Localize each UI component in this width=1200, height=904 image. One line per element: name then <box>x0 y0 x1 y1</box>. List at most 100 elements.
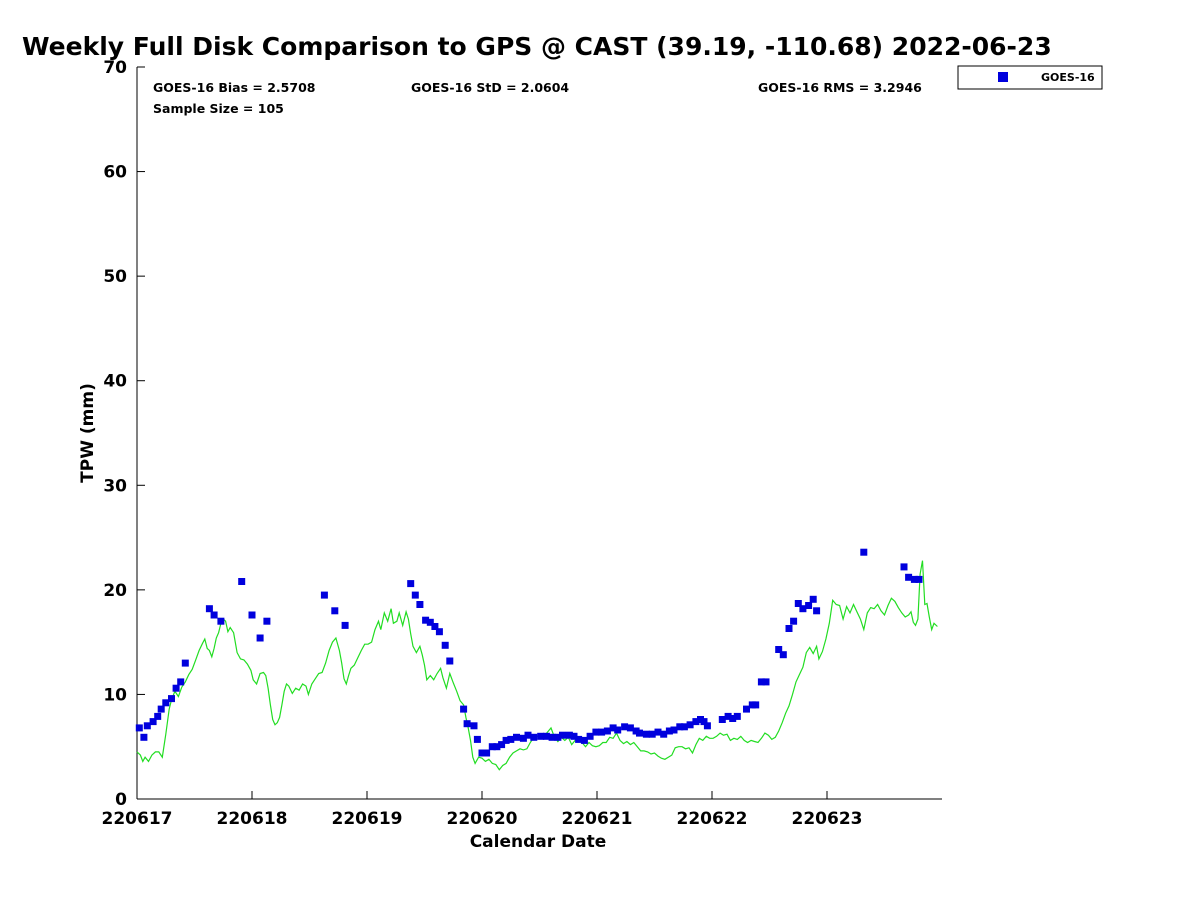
goes16-point <box>143 722 151 730</box>
goes16-point <box>135 724 143 732</box>
goes16-point <box>900 563 908 571</box>
goes16-point <box>256 634 264 642</box>
goes16-point <box>775 646 783 653</box>
goes16-point <box>537 732 545 740</box>
goes16-point <box>554 733 562 741</box>
goes16-point <box>548 733 556 741</box>
goes16-point <box>157 705 165 713</box>
goes16-point <box>642 730 650 738</box>
x-axis-ticks: 220617 220618 220619 220620 220621 220622 2206… <box>102 791 863 829</box>
goes16-point <box>483 749 491 757</box>
plot-area <box>135 67 942 800</box>
goes16-point <box>238 578 246 585</box>
goes16-point <box>248 611 256 619</box>
x-tick-label: 220620 <box>447 809 518 829</box>
goes16-point <box>670 726 678 734</box>
goes16-point <box>910 575 918 583</box>
goes16-point <box>205 605 213 613</box>
goes16-point <box>676 723 684 731</box>
y-tick-label: 0 <box>115 790 127 810</box>
goes16-point <box>470 722 478 730</box>
goes16-point <box>441 641 449 649</box>
goes16-point <box>660 730 668 738</box>
goes16-point <box>478 749 486 757</box>
goes16-point <box>799 605 807 613</box>
goes16-point <box>140 733 148 741</box>
goes16-point <box>341 621 349 629</box>
gps-series-layer <box>136 560 938 771</box>
goes16-point <box>177 678 185 686</box>
x-tick-label: 220622 <box>677 809 748 829</box>
goes16-point <box>460 705 468 713</box>
goes16-point <box>586 732 594 740</box>
gps-series-line <box>136 560 938 771</box>
y-tick-label: 50 <box>103 267 127 287</box>
goes16-point <box>809 595 817 603</box>
goes16-point <box>794 600 802 607</box>
x-tick-label: 220619 <box>332 809 403 829</box>
goes16-point <box>614 726 622 734</box>
goes16-point <box>580 736 588 744</box>
legend-box <box>957 65 1103 90</box>
goes16-point <box>530 733 538 741</box>
goes16-point <box>524 731 532 739</box>
goes16-point <box>331 607 339 615</box>
goes16-point <box>407 580 415 588</box>
goes16-point <box>626 724 634 732</box>
goes16-point <box>729 715 737 722</box>
goes16-point <box>416 601 424 608</box>
goes16-point <box>905 573 913 581</box>
goes16-point <box>805 602 813 609</box>
y-tick-label: 10 <box>103 685 127 705</box>
goes16-point <box>263 617 271 625</box>
goes16-point <box>320 591 328 599</box>
goes16-series-layer <box>135 548 923 757</box>
bias-stat: GOES-16 Bias = 2.5708 <box>153 80 315 95</box>
goes16-point <box>692 718 700 726</box>
goes16-point <box>700 718 708 726</box>
goes16-point <box>621 723 629 731</box>
stats-annotations: GOES-16 Bias = 2.5708 GOES-16 StD = 2.06… <box>153 80 922 116</box>
goes16-point <box>463 720 471 728</box>
x-tick-label: 220623 <box>792 809 863 829</box>
y-tick-label: 70 <box>103 58 127 78</box>
goes16-point <box>733 712 741 720</box>
goes16-point <box>860 548 868 556</box>
goes16-point <box>724 712 732 720</box>
goes16-point <box>592 728 600 736</box>
goes16-point <box>565 731 573 739</box>
goes16-point <box>488 743 496 751</box>
x-tick-label: 220621 <box>562 809 633 829</box>
goes16-point <box>686 721 694 729</box>
goes16-point <box>149 718 157 726</box>
goes16-point <box>575 735 583 743</box>
goes16-point <box>779 651 787 659</box>
goes16-point <box>718 716 726 723</box>
legend-label-goes16: GOES-16 <box>1041 71 1095 84</box>
goes16-point <box>513 733 520 741</box>
std-stat: GOES-16 StD = 2.0604 <box>411 80 569 95</box>
goes16-point <box>446 657 454 665</box>
goes16-point <box>493 743 501 751</box>
goes16-point <box>162 699 170 707</box>
x-axis-label: Calendar Date <box>470 832 607 852</box>
x-tick-label: 220617 <box>102 809 173 829</box>
goes16-point <box>422 616 430 624</box>
goes16-point <box>559 731 566 739</box>
sample-size-stat: Sample Size = 105 <box>153 101 284 116</box>
goes16-point <box>473 735 481 743</box>
y-tick-label: 30 <box>103 476 127 496</box>
goes16-point <box>785 625 793 632</box>
goes16-point <box>790 617 798 625</box>
y-tick-label: 60 <box>103 163 127 183</box>
goes16-point <box>168 695 175 703</box>
goes16-point <box>498 741 506 749</box>
goes16-point <box>636 729 643 737</box>
goes16-point <box>431 623 439 630</box>
goes16-point <box>680 723 688 731</box>
goes16-point <box>598 728 606 736</box>
x-tick-label: 220618 <box>217 809 288 829</box>
y-axis-ticks: 0 10 20 30 40 50 60 70 <box>103 58 145 810</box>
